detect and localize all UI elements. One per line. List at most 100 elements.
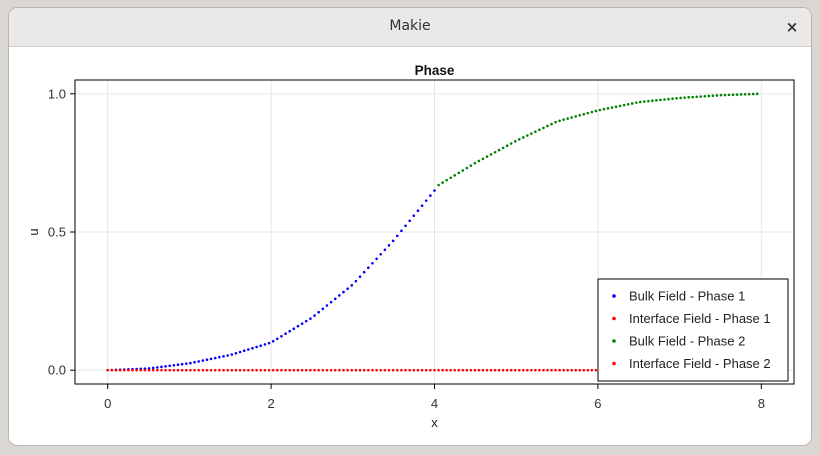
data-point [267,368,271,372]
data-point [711,94,715,98]
data-point [367,266,370,270]
data-point [497,148,501,152]
data-point [222,355,225,358]
data-point [606,107,610,110]
data-point [346,368,349,372]
data-point [570,368,573,372]
data-point [412,368,416,372]
data-point [296,324,300,328]
data-point [230,353,234,356]
data-point [151,368,155,372]
data-point [383,368,387,372]
data-point [164,365,167,368]
data-point [416,209,420,212]
data-point [135,368,138,372]
data-point [437,368,440,372]
data-point [735,93,739,96]
data-point [453,174,457,177]
data-point [457,171,461,175]
data-point [723,93,727,97]
data-point [530,368,533,372]
data-point [663,98,666,101]
data-point [647,99,650,103]
data-point [594,368,598,372]
data-point [313,314,316,317]
legend-label: Interface Field - Phase 2 [629,356,771,371]
legend-label: Bulk Field - Phase 2 [629,334,745,349]
data-point [453,368,457,372]
data-point [280,368,283,372]
data-point [424,368,428,372]
data-point [222,368,225,372]
data-point [542,368,545,372]
data-point [554,120,557,124]
data-point [160,368,163,372]
data-point [433,189,436,192]
data-point [582,112,586,116]
data-point [675,96,678,100]
data-point [391,239,395,243]
data-point [598,108,602,112]
data-point [505,368,509,372]
data-point [358,368,362,372]
data-point [309,368,312,372]
data-point [747,92,751,96]
data-point [288,368,292,372]
data-point [412,214,416,218]
data-point [578,368,582,372]
data-point [517,368,521,372]
data-point [590,110,594,114]
data-point [429,194,432,197]
data-point [481,368,485,372]
data-point [659,98,662,102]
data-point [602,107,606,111]
data-point [275,368,279,372]
data-point [371,368,374,372]
app-window: Makie × [9,8,811,445]
data-point [238,350,242,354]
data-point [715,94,719,97]
data-point [354,279,358,283]
data-point [449,176,452,180]
data-point [473,368,477,372]
data-point [292,327,296,330]
data-point [562,118,565,121]
data-point [342,290,345,294]
data-point [630,102,634,105]
data-point [242,349,246,353]
data-point [546,368,549,372]
data-point [288,329,292,333]
data-point [404,224,407,228]
data-point [329,300,333,304]
data-point [433,368,436,372]
axis-ticks: 0 2 4 6 8 0.0 0.5 1.0 [48,86,765,411]
data-point [457,368,461,372]
data-point [189,368,192,372]
x-tick-label: 8 [758,396,765,411]
data-point [263,343,267,346]
data-point [420,368,424,372]
data-point [465,166,469,170]
data-point [259,344,263,347]
data-point [309,317,312,320]
data-point [558,119,561,123]
data-point [226,368,229,372]
data-point [550,368,553,372]
data-point [391,368,395,372]
data-point [176,363,180,367]
data-point [131,368,134,372]
data-point [703,94,707,98]
data-point [325,368,329,372]
data-points [106,92,759,372]
close-button[interactable]: × [785,18,799,36]
data-point [501,146,505,150]
y-tick-label: 1.0 [48,86,66,101]
data-point [530,132,533,135]
data-point [461,169,465,172]
data-point [695,95,699,99]
data-point [304,368,308,372]
data-point [513,368,517,372]
data-point [719,93,723,97]
data-point [143,368,147,372]
data-point [542,126,545,130]
